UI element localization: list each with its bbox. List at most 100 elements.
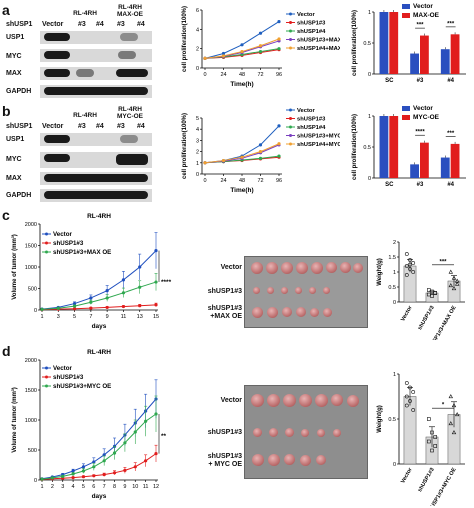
band (120, 135, 138, 143)
tumor (253, 287, 260, 294)
x-tick-label: #4 (447, 78, 454, 84)
y-tick-label: 0 (393, 300, 396, 306)
legend-marker (289, 38, 292, 41)
data-point-circle (411, 270, 416, 274)
data-point (138, 304, 142, 308)
data-point (133, 430, 137, 434)
data-point (144, 419, 148, 423)
x-tick-label: 96 (276, 178, 282, 184)
tumor (309, 287, 316, 294)
legend-marker (289, 117, 292, 120)
bar (450, 143, 460, 178)
y-tick-label: 0.5 (388, 417, 396, 423)
bar (389, 12, 399, 74)
tumor (331, 394, 343, 406)
legend-entry: shUSP1#4 (297, 29, 326, 35)
series-line (41, 453, 157, 480)
band (120, 33, 138, 41)
band (118, 51, 136, 59)
data-point-triangle (454, 412, 460, 417)
data-point (71, 469, 75, 473)
y-tick-label: 1 (393, 372, 396, 378)
x-tick-label: 9 (123, 484, 126, 490)
x-tick-label: 72 (257, 178, 263, 184)
legend-marker (45, 250, 48, 254)
data-point (89, 296, 93, 300)
series-line (41, 281, 157, 310)
chart-b-bar: 0 0.5 1 SC #3 **** #4 *** cell proliferation(100… (352, 105, 466, 188)
tumor (296, 262, 308, 274)
bar (379, 116, 389, 178)
tumor (310, 308, 319, 317)
series-line (41, 398, 157, 480)
data-point-circle (408, 262, 412, 267)
y-axis-label: cell proliferation(100%) (182, 113, 188, 179)
data-point-circle (404, 394, 409, 399)
tumor (283, 394, 296, 407)
x-tick-label: 7 (103, 484, 106, 490)
significance-marker: *** (439, 259, 447, 265)
band (44, 87, 148, 95)
data-point-circle (411, 408, 416, 412)
y-tick-label: 1000 (25, 265, 37, 271)
blot-lane-3: #4 (96, 21, 104, 28)
tumor (353, 263, 363, 273)
western-blot-a: RL-4RH RL-4RH MAX-OE shUSP1 Vector #3 #4… (6, 4, 156, 104)
blot-cell-line-header: RL-4RH (73, 10, 97, 17)
data-point-triangle (448, 421, 454, 426)
blot-lane-4: #3 (117, 21, 125, 28)
tumor (295, 287, 302, 294)
data-point (102, 473, 106, 477)
tumor (301, 429, 309, 437)
legend-swatch (402, 13, 410, 18)
tumor (315, 394, 328, 407)
photo-label-vector: Vector (220, 264, 242, 271)
blot-strip-max (40, 67, 152, 80)
data-point (154, 280, 158, 284)
band (116, 69, 148, 77)
data-point-square (433, 291, 438, 295)
data-point-square (430, 294, 434, 298)
band (44, 154, 70, 162)
tumor (252, 307, 263, 318)
significance-marker: * (442, 403, 445, 409)
legend-entry: shUSP1#4+MYC (297, 142, 340, 148)
data-point (92, 460, 96, 464)
x-tick-label: Vector (400, 304, 414, 322)
y-tick-label: 1500 (25, 244, 37, 250)
tumor (299, 394, 312, 407)
y-tick-label: 2 (196, 47, 199, 53)
y-axis-label: Volume of tumor (mm³) (11, 234, 18, 300)
data-point-circle (411, 261, 416, 265)
data-point (81, 469, 86, 473)
bar (410, 53, 419, 74)
photo-label-sh3-myc: shUSP1#3 + MYC OE (207, 453, 242, 468)
data-point-circle (411, 390, 416, 394)
x-tick-label: SC (385, 78, 394, 84)
legend-marker (45, 375, 48, 379)
data-point-circle (408, 267, 412, 271)
y-tick-label: 1.5 (388, 255, 396, 261)
data-point (89, 306, 93, 310)
legend-entry: shUSP1#3+MAX (297, 38, 340, 44)
x-tick-label: 24 (220, 72, 226, 78)
data-point (144, 459, 148, 463)
x-tick-label: Vector (400, 466, 414, 484)
x-tick-label: 13 (137, 314, 143, 320)
tumor (253, 428, 262, 437)
tumor (267, 287, 274, 294)
bar (450, 34, 460, 74)
x-tick-label: 72 (257, 72, 263, 78)
tumor (323, 287, 330, 294)
x-axis-label: Time(h) (230, 81, 253, 88)
legend-marker (289, 46, 292, 50)
y-axis-label: cell proliferation(100%) (352, 10, 358, 76)
legend-entry: shUSP1#3 (53, 240, 84, 247)
x-tick-label: 4 (72, 484, 75, 490)
legend-swatch (402, 115, 410, 120)
data-point (258, 49, 263, 54)
data-point (56, 306, 60, 310)
x-tick-label: 7 (89, 314, 92, 320)
